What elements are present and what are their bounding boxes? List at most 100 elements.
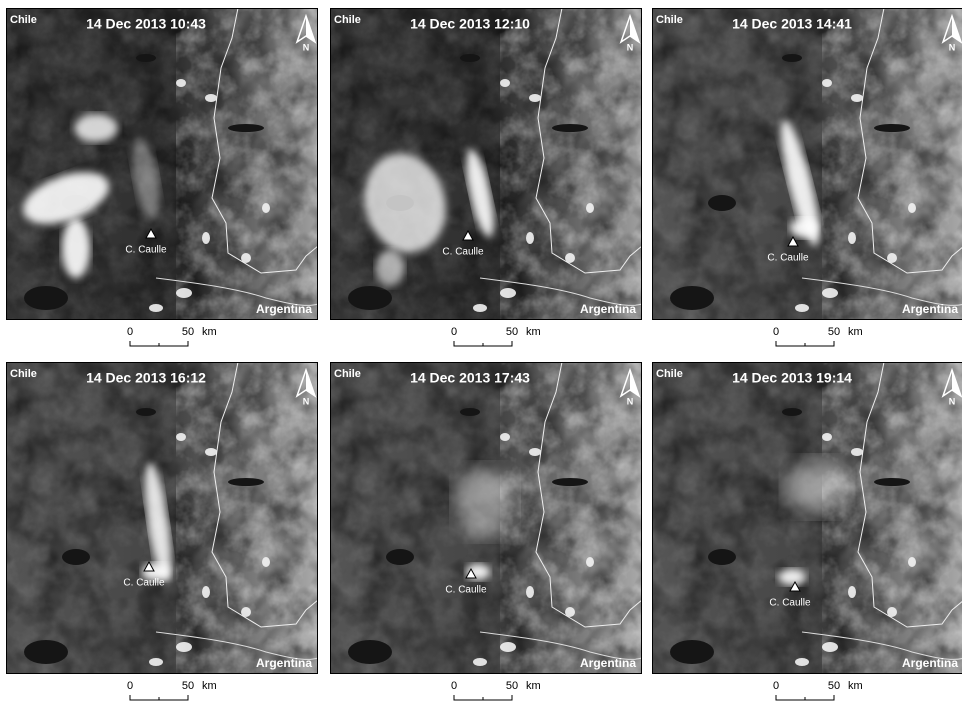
lake	[460, 54, 480, 62]
scale-label: 50	[182, 680, 194, 692]
scale-unit: km	[202, 680, 217, 692]
scale-label: 50	[182, 326, 194, 338]
lake	[348, 640, 392, 664]
snow-patch	[586, 557, 594, 567]
timestamp: 14 Dec 2013 12:10	[410, 16, 530, 32]
scale-unit: km	[848, 326, 863, 338]
snow-patch	[586, 203, 594, 213]
terrain-texture	[176, 362, 318, 674]
scale-bar	[130, 695, 188, 700]
scale-label: 0	[451, 680, 457, 692]
timestamp: 14 Dec 2013 14:41	[732, 16, 852, 32]
snow-patch	[176, 288, 192, 298]
snow-patch	[202, 586, 210, 598]
scale-label: 0	[773, 326, 779, 338]
snow-patch	[176, 642, 192, 652]
timestamp: 14 Dec 2013 16:12	[86, 370, 206, 386]
scale-label: 50	[828, 680, 840, 692]
snow-patch	[822, 433, 832, 441]
volcano-label: C. Caulle	[123, 578, 165, 589]
snow-patch	[262, 203, 270, 213]
snow-patch	[473, 658, 487, 666]
snow-patch	[848, 232, 856, 244]
snow-patch	[822, 642, 838, 652]
ash-plume	[790, 218, 818, 238]
snow-patch	[851, 94, 863, 102]
volcano-label: C. Caulle	[445, 585, 487, 596]
ash-plume	[62, 218, 90, 278]
snow-patch	[205, 448, 217, 456]
scale-label: 50	[506, 680, 518, 692]
terrain-texture	[176, 8, 318, 320]
snow-patch	[526, 586, 534, 598]
scale-unit: km	[526, 680, 541, 692]
ash-plume	[785, 459, 849, 515]
terrain-texture	[500, 362, 642, 674]
scale-unit: km	[848, 680, 863, 692]
country-label: Chile	[10, 368, 37, 380]
terrain-texture	[822, 8, 962, 320]
lake	[782, 54, 802, 62]
snow-patch	[529, 448, 541, 456]
snow-patch	[529, 94, 541, 102]
figure: Chile 14 Dec 2013 10:43 Argentina N C. Caull…	[0, 0, 962, 703]
scale-bar	[776, 695, 834, 700]
map-panel: Chile14 Dec 2013 19:14ArgentinaNC. Caull…	[652, 362, 962, 674]
scale-label: 0	[127, 680, 133, 692]
snow-patch	[149, 658, 163, 666]
map-panel: Chile14 Dec 2013 10:43ArgentinaNC. Caull…	[6, 8, 318, 320]
country-label: Chile	[10, 14, 37, 26]
lake	[552, 124, 588, 132]
snow-patch	[500, 79, 510, 87]
lake	[228, 478, 264, 486]
country-label: Argentina	[902, 656, 958, 670]
north-label: N	[949, 396, 956, 406]
lake	[24, 640, 68, 664]
snow-patch	[526, 232, 534, 244]
snow-patch	[262, 557, 270, 567]
snow-patch	[176, 79, 186, 87]
lake	[552, 478, 588, 486]
country-label: Argentina	[580, 656, 636, 670]
ash-plume	[74, 114, 118, 142]
snow-patch	[908, 557, 916, 567]
ash-plume	[376, 250, 404, 286]
country-label: Chile	[656, 14, 683, 26]
country-label: Chile	[656, 368, 683, 380]
terrain-texture	[822, 362, 962, 674]
volcano-label: C. Caulle	[767, 253, 809, 264]
scale-bar	[454, 695, 512, 700]
scale-bar	[776, 341, 834, 346]
lake	[136, 408, 156, 416]
snow-patch	[500, 642, 516, 652]
north-label: N	[303, 396, 310, 406]
timestamp: 14 Dec 2013 17:43	[410, 370, 530, 386]
country-label: Argentina	[256, 302, 312, 316]
scale-bar	[454, 341, 512, 346]
volcano-label: C. Caulle	[125, 245, 167, 256]
country-label: Argentina	[902, 302, 958, 316]
timestamp: 14 Dec 2013 10:43	[86, 16, 206, 32]
lake	[708, 549, 736, 565]
snow-patch	[795, 304, 809, 312]
country-label: Argentina	[256, 656, 312, 670]
north-label: N	[627, 42, 634, 52]
lake	[136, 54, 156, 62]
lake	[874, 124, 910, 132]
country-label: Argentina	[580, 302, 636, 316]
lake	[460, 408, 480, 416]
north-label: N	[949, 42, 956, 52]
lake	[228, 124, 264, 132]
north-label: N	[627, 396, 634, 406]
scale-unit: km	[202, 326, 217, 338]
scale-unit: km	[526, 326, 541, 338]
map-panel: Chile 14 Dec 2013 14:41 Argentina N C. Caull…	[652, 8, 962, 320]
timestamp: 14 Dec 2013 19:14	[732, 370, 852, 386]
scale-label: 0	[127, 326, 133, 338]
snow-patch	[202, 232, 210, 244]
snow-patch	[848, 586, 856, 598]
scale-bar	[130, 341, 188, 346]
volcano-label: C. Caulle	[442, 247, 484, 258]
snow-patch	[500, 433, 510, 441]
lake	[24, 286, 68, 310]
